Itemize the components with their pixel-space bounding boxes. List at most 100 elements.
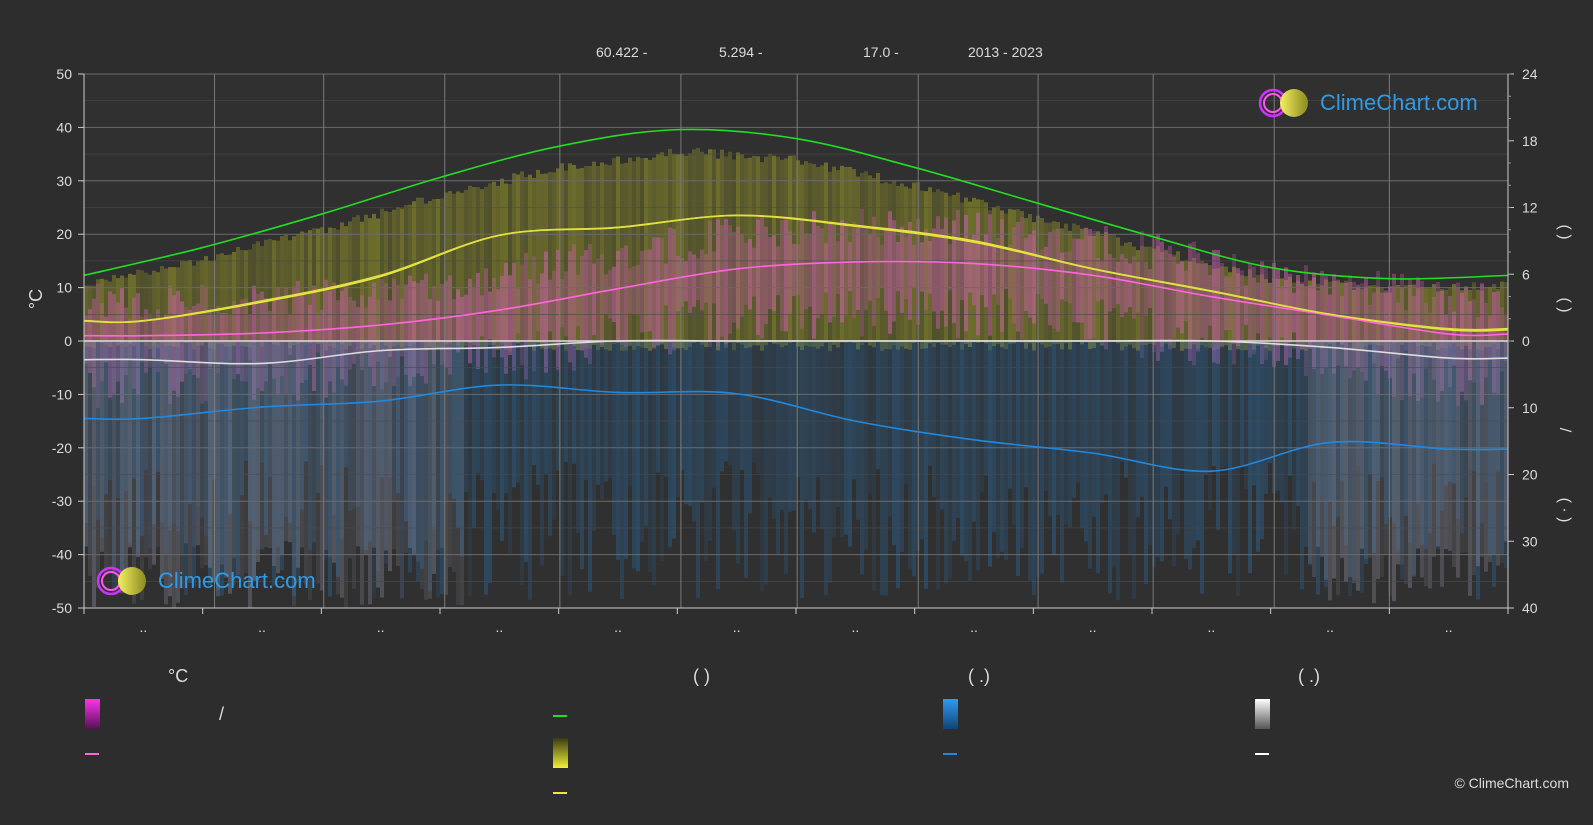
temp-range-band	[708, 221, 712, 347]
sunshine-band	[316, 228, 320, 344]
precip-band	[924, 341, 928, 589]
temp-range-band	[1028, 234, 1032, 318]
precip-band	[1208, 341, 1212, 510]
sunshine-band	[664, 156, 668, 349]
temp-range-band	[1264, 265, 1268, 360]
precip-band	[800, 341, 804, 599]
snow-band	[1496, 341, 1500, 566]
precip-band	[400, 341, 404, 598]
precip-band	[296, 341, 300, 583]
precip-band	[1132, 341, 1136, 599]
temp-range-band	[1428, 312, 1432, 357]
sunshine-band	[644, 157, 648, 349]
temp-range-band	[92, 298, 96, 388]
precip-band	[212, 341, 216, 480]
sunshine-band	[1132, 246, 1136, 349]
snow-band	[324, 341, 328, 551]
sunshine-band	[1252, 277, 1256, 350]
precip-band	[332, 341, 336, 516]
sunshine-band	[1220, 266, 1224, 347]
sunshine-band	[272, 240, 276, 345]
sunshine-band	[880, 183, 884, 351]
precip-band	[1340, 341, 1344, 481]
precip-band	[568, 341, 572, 596]
temp-range-band	[844, 224, 848, 316]
temp-range-band	[476, 272, 480, 370]
temp-range-band	[800, 219, 804, 329]
sunshine-band	[208, 260, 212, 349]
temp-range-band	[1420, 280, 1424, 398]
temp-range-band	[1200, 263, 1204, 338]
precip-band	[1316, 341, 1320, 595]
logo-text: ClimeChart.com	[158, 568, 316, 593]
precip-band	[1228, 341, 1232, 574]
sunshine-band	[1152, 248, 1156, 345]
logo-bottom[interactable]: ClimeChart.com	[96, 566, 316, 596]
temp-range-band	[1112, 257, 1116, 309]
snow-band	[1488, 341, 1492, 562]
precip-band	[1324, 341, 1328, 588]
precip-band	[884, 341, 888, 596]
sunshine-band	[1136, 250, 1140, 351]
sunshine-band	[588, 166, 592, 349]
temp-range-band	[876, 236, 880, 298]
sunshine-band	[1048, 222, 1052, 347]
precip-band	[1400, 341, 1404, 580]
precip-band	[716, 341, 720, 590]
temp-range-band	[1236, 268, 1240, 346]
sunshine-band	[324, 233, 328, 351]
sunshine-band	[112, 275, 116, 342]
precip-band	[1252, 341, 1256, 486]
sunshine-band	[248, 249, 252, 348]
sunshine-band	[752, 155, 756, 346]
sunshine-band	[780, 159, 784, 348]
copyright: © ClimeChart.com	[1454, 775, 1569, 791]
sunshine-band	[428, 201, 432, 349]
precip-band	[1288, 341, 1292, 476]
snow-band	[204, 341, 208, 566]
sunshine-band	[1368, 285, 1372, 345]
precip-band	[672, 341, 676, 539]
precip-band	[844, 341, 848, 535]
temp-range-band	[1296, 274, 1300, 360]
sunshine-band	[1256, 274, 1260, 347]
precip-band	[520, 341, 524, 586]
precip-band	[588, 341, 592, 592]
precip-band	[204, 341, 208, 537]
precip-band	[980, 341, 984, 493]
precip-band	[180, 341, 184, 554]
temp-range-band	[84, 315, 88, 365]
logo-top[interactable]: ClimeChart.com	[1258, 88, 1478, 118]
temp-range-band	[664, 263, 668, 306]
sunshine-band	[1376, 286, 1380, 346]
precip-band	[616, 341, 620, 560]
temp-range-band	[1412, 295, 1416, 374]
sunshine-band	[1444, 289, 1448, 349]
snow-band	[1412, 341, 1416, 577]
precip-band	[720, 341, 724, 472]
y-tick-label-right-hours: 12	[1522, 200, 1538, 216]
precip-band	[556, 341, 560, 471]
sunshine-band	[308, 230, 312, 344]
sunshine-band	[128, 273, 132, 344]
snow-band	[1328, 341, 1332, 601]
sunshine-band	[568, 163, 572, 344]
snow-band	[216, 341, 220, 597]
precip-band	[1244, 341, 1248, 489]
precip-band	[644, 341, 648, 527]
precip-band	[972, 341, 976, 522]
temp-range-band	[488, 291, 492, 340]
precip-band	[992, 341, 996, 532]
y-tick-label-left: 20	[56, 226, 72, 242]
temp-range-band	[672, 229, 676, 351]
x-tick-label-month: ..	[614, 619, 622, 635]
temp-range-band	[720, 225, 724, 337]
precip-band	[632, 341, 636, 569]
legend-snow-header: ( .)	[1298, 666, 1320, 686]
precip-band	[880, 341, 884, 596]
precip-band	[1276, 341, 1280, 491]
snow-band	[392, 341, 396, 550]
sunshine-band	[264, 239, 268, 342]
precip-band	[1060, 341, 1064, 583]
sunshine-band	[1340, 282, 1344, 345]
